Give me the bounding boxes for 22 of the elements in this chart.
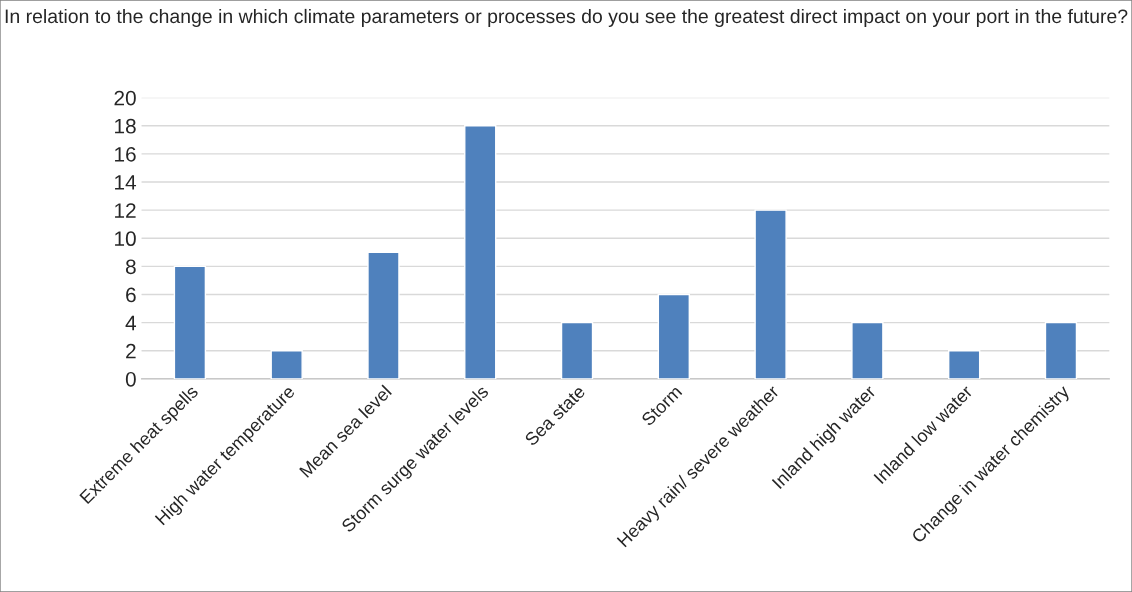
bar (173, 265, 207, 379)
bar (1044, 321, 1078, 379)
y-tick-label: 16 (115, 146, 136, 162)
bar (367, 251, 400, 379)
y-tick-label: 10 (115, 231, 136, 247)
bar (657, 293, 691, 379)
y-tick-label: 6 (126, 287, 136, 303)
chart-title: In relation to the change in which climate parameters or processes do you see the greatest direct impact on your port in the future? (5, 8, 1128, 28)
y-tick-label: 2 (126, 343, 136, 359)
bar (464, 125, 497, 379)
y-tick-label: 12 (115, 203, 136, 218)
bar (754, 209, 787, 379)
bar (851, 321, 884, 379)
y-tick-label: 8 (125, 259, 136, 275)
y-tick-label: 18 (115, 118, 136, 134)
y-tick-label: 4 (125, 315, 137, 331)
bar (270, 350, 303, 379)
bar (560, 321, 594, 379)
y-tick-label: 20 (114, 90, 136, 106)
y-tick-label: 0 (125, 371, 136, 387)
y-tick-label: 14 (115, 175, 137, 190)
bar (948, 350, 981, 379)
